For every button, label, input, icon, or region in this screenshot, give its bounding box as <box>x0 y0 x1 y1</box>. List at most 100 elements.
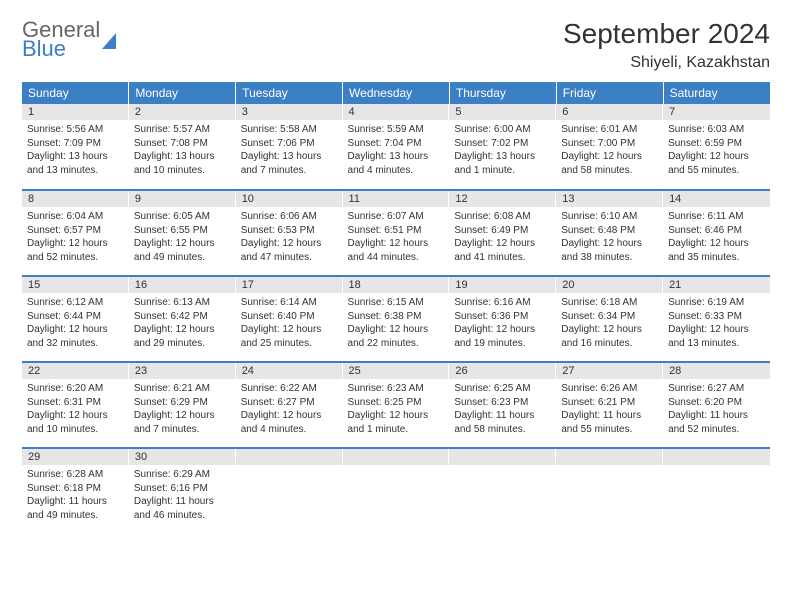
day-number: 5 <box>449 104 556 120</box>
sunset-text: Sunset: 6:49 PM <box>454 224 551 238</box>
day-number <box>449 449 556 465</box>
sunrise-text: Sunrise: 6:04 AM <box>27 210 124 224</box>
sunset-text: Sunset: 6:21 PM <box>561 396 658 410</box>
sunrise-text: Sunrise: 6:18 AM <box>561 296 658 310</box>
calendar-cell: 19Sunrise: 6:16 AMSunset: 6:36 PMDayligh… <box>449 276 556 362</box>
calendar-cell <box>556 448 663 534</box>
calendar-cell: 17Sunrise: 6:14 AMSunset: 6:40 PMDayligh… <box>236 276 343 362</box>
sunrise-text: Sunrise: 6:27 AM <box>668 382 765 396</box>
sunset-text: Sunset: 6:55 PM <box>134 224 231 238</box>
day-number: 16 <box>129 277 236 293</box>
sunrise-text: Sunrise: 6:14 AM <box>241 296 338 310</box>
day-details: Sunrise: 6:12 AMSunset: 6:44 PMDaylight:… <box>22 293 129 353</box>
sunset-text: Sunset: 6:36 PM <box>454 310 551 324</box>
daylight-text: Daylight: 12 hours and 22 minutes. <box>348 323 445 350</box>
day-details: Sunrise: 6:07 AMSunset: 6:51 PMDaylight:… <box>343 207 450 267</box>
day-details: Sunrise: 6:10 AMSunset: 6:48 PMDaylight:… <box>556 207 663 267</box>
day-details: Sunrise: 6:28 AMSunset: 6:18 PMDaylight:… <box>22 465 129 525</box>
day-details: Sunrise: 6:16 AMSunset: 6:36 PMDaylight:… <box>449 293 556 353</box>
day-details: Sunrise: 5:56 AMSunset: 7:09 PMDaylight:… <box>22 120 129 180</box>
sunset-text: Sunset: 6:31 PM <box>27 396 124 410</box>
calendar-cell: 9Sunrise: 6:05 AMSunset: 6:55 PMDaylight… <box>129 190 236 276</box>
sunrise-text: Sunrise: 6:25 AM <box>454 382 551 396</box>
daylight-text: Daylight: 12 hours and 13 minutes. <box>668 323 765 350</box>
day-number: 18 <box>343 277 450 293</box>
calendar-cell: 18Sunrise: 6:15 AMSunset: 6:38 PMDayligh… <box>343 276 450 362</box>
sunset-text: Sunset: 7:04 PM <box>348 137 445 151</box>
sunset-text: Sunset: 6:40 PM <box>241 310 338 324</box>
sunrise-text: Sunrise: 6:21 AM <box>134 382 231 396</box>
day-number: 14 <box>663 191 770 207</box>
calendar-cell <box>449 448 556 534</box>
sunrise-text: Sunrise: 6:23 AM <box>348 382 445 396</box>
daylight-text: Daylight: 11 hours and 46 minutes. <box>134 495 231 522</box>
daylight-text: Daylight: 12 hours and 7 minutes. <box>134 409 231 436</box>
calendar-cell: 29Sunrise: 6:28 AMSunset: 6:18 PMDayligh… <box>22 448 129 534</box>
day-number: 30 <box>129 449 236 465</box>
calendar-cell: 1Sunrise: 5:56 AMSunset: 7:09 PMDaylight… <box>22 104 129 190</box>
calendar-cell <box>236 448 343 534</box>
sunset-text: Sunset: 6:57 PM <box>27 224 124 238</box>
daylight-text: Daylight: 11 hours and 55 minutes. <box>561 409 658 436</box>
day-details: Sunrise: 6:14 AMSunset: 6:40 PMDaylight:… <box>236 293 343 353</box>
daylight-text: Daylight: 12 hours and 41 minutes. <box>454 237 551 264</box>
sunset-text: Sunset: 6:46 PM <box>668 224 765 238</box>
daylight-text: Daylight: 12 hours and 44 minutes. <box>348 237 445 264</box>
daylight-text: Daylight: 13 hours and 13 minutes. <box>27 150 124 177</box>
sunset-text: Sunset: 6:33 PM <box>668 310 765 324</box>
weekday-header: Sunday <box>22 82 129 104</box>
daylight-text: Daylight: 13 hours and 10 minutes. <box>134 150 231 177</box>
daylight-text: Daylight: 12 hours and 29 minutes. <box>134 323 231 350</box>
calendar-cell: 3Sunrise: 5:58 AMSunset: 7:06 PMDaylight… <box>236 104 343 190</box>
sunset-text: Sunset: 7:09 PM <box>27 137 124 151</box>
day-details: Sunrise: 6:03 AMSunset: 6:59 PMDaylight:… <box>663 120 770 180</box>
sunset-text: Sunset: 6:44 PM <box>27 310 124 324</box>
sunset-text: Sunset: 7:00 PM <box>561 137 658 151</box>
calendar-cell: 20Sunrise: 6:18 AMSunset: 6:34 PMDayligh… <box>556 276 663 362</box>
weekday-header: Tuesday <box>236 82 343 104</box>
day-number: 1 <box>22 104 129 120</box>
day-number <box>236 449 343 465</box>
weekday-header: Friday <box>556 82 663 104</box>
calendar-cell: 16Sunrise: 6:13 AMSunset: 6:42 PMDayligh… <box>129 276 236 362</box>
daylight-text: Daylight: 12 hours and 19 minutes. <box>454 323 551 350</box>
daylight-text: Daylight: 11 hours and 58 minutes. <box>454 409 551 436</box>
day-number: 7 <box>663 104 770 120</box>
sunrise-text: Sunrise: 6:12 AM <box>27 296 124 310</box>
daylight-text: Daylight: 12 hours and 55 minutes. <box>668 150 765 177</box>
sunrise-text: Sunrise: 6:07 AM <box>348 210 445 224</box>
day-number: 11 <box>343 191 450 207</box>
sunrise-text: Sunrise: 5:57 AM <box>134 123 231 137</box>
day-details: Sunrise: 6:26 AMSunset: 6:21 PMDaylight:… <box>556 379 663 439</box>
header: General Blue September 2024 Shiyeli, Kaz… <box>22 18 770 72</box>
sunset-text: Sunset: 6:38 PM <box>348 310 445 324</box>
sunset-text: Sunset: 6:27 PM <box>241 396 338 410</box>
sunrise-text: Sunrise: 6:29 AM <box>134 468 231 482</box>
sunset-text: Sunset: 6:29 PM <box>134 396 231 410</box>
day-details: Sunrise: 6:01 AMSunset: 7:00 PMDaylight:… <box>556 120 663 180</box>
sunset-text: Sunset: 6:34 PM <box>561 310 658 324</box>
sunset-text: Sunset: 6:48 PM <box>561 224 658 238</box>
weekday-row: Sunday Monday Tuesday Wednesday Thursday… <box>22 82 770 104</box>
day-details: Sunrise: 6:21 AMSunset: 6:29 PMDaylight:… <box>129 379 236 439</box>
sunrise-text: Sunrise: 6:05 AM <box>134 210 231 224</box>
calendar-cell: 30Sunrise: 6:29 AMSunset: 6:16 PMDayligh… <box>129 448 236 534</box>
sunrise-text: Sunrise: 6:22 AM <box>241 382 338 396</box>
daylight-text: Daylight: 12 hours and 10 minutes. <box>27 409 124 436</box>
day-number: 2 <box>129 104 236 120</box>
sunset-text: Sunset: 7:08 PM <box>134 137 231 151</box>
sunrise-text: Sunrise: 5:56 AM <box>27 123 124 137</box>
sunset-text: Sunset: 6:59 PM <box>668 137 765 151</box>
calendar-cell: 24Sunrise: 6:22 AMSunset: 6:27 PMDayligh… <box>236 362 343 448</box>
day-number: 9 <box>129 191 236 207</box>
day-number <box>663 449 770 465</box>
calendar-cell: 5Sunrise: 6:00 AMSunset: 7:02 PMDaylight… <box>449 104 556 190</box>
logo-word2: Blue <box>22 37 100 60</box>
day-number: 19 <box>449 277 556 293</box>
day-number: 13 <box>556 191 663 207</box>
calendar-cell: 14Sunrise: 6:11 AMSunset: 6:46 PMDayligh… <box>663 190 770 276</box>
day-number <box>556 449 663 465</box>
day-number: 26 <box>449 363 556 379</box>
sunset-text: Sunset: 6:25 PM <box>348 396 445 410</box>
day-details: Sunrise: 6:11 AMSunset: 6:46 PMDaylight:… <box>663 207 770 267</box>
